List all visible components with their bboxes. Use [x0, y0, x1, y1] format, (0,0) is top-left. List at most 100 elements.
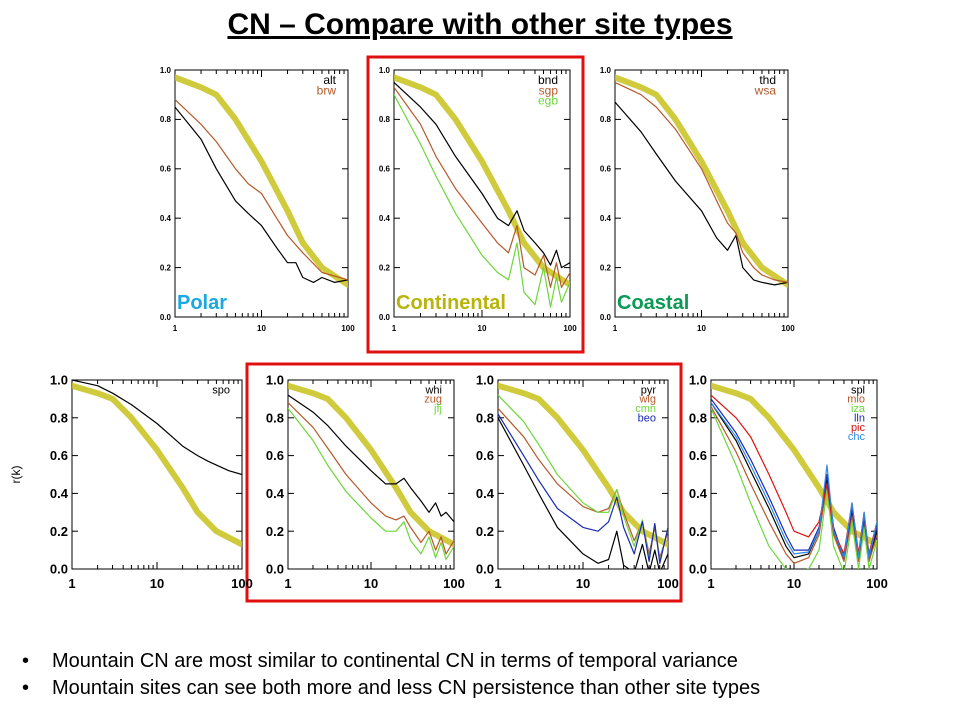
plot-frame: [614, 69, 789, 318]
legend-entry-jfj: jfj: [433, 403, 442, 415]
series-line-wsa: [615, 81, 788, 283]
legend-entry-bnd: bnd: [538, 73, 558, 87]
series-line-jfj: [288, 407, 454, 561]
legend-entry-mlo: mlo: [847, 394, 865, 406]
legend-entry-thd: thd: [759, 73, 776, 87]
x-tick-label: 1: [494, 576, 501, 591]
highlight-box-continental: [366, 55, 585, 354]
bullet-item: Mountain sites can see both more and les…: [18, 675, 948, 702]
y-tick-label: 0.4: [476, 486, 495, 501]
series-line-reference: [711, 382, 877, 548]
y-tick-label: 0.0: [50, 562, 68, 577]
y-tick-label: 0.2: [160, 263, 172, 272]
legend-entry-wlg: wlg: [638, 394, 656, 406]
x-tick-label: 10: [787, 576, 801, 591]
x-tick-label: 100: [443, 576, 465, 591]
legend-entry-iza: iza: [851, 403, 866, 415]
y-tick-label: 0.2: [266, 524, 284, 539]
x-tick-label: 1: [284, 576, 291, 591]
bullet-list: Mountain CN are most similar to continen…: [18, 648, 948, 702]
y-tick-label: 0.4: [266, 486, 285, 501]
y-tick-label: 0.6: [600, 165, 612, 174]
highlight-box-mountain: [245, 362, 683, 603]
series-line-reference: [394, 74, 570, 288]
x-tick-label: 1: [707, 576, 714, 591]
legend-entry-chc: chc: [848, 431, 866, 443]
y-tick-label: 0.8: [600, 115, 612, 124]
y-tick-label: 0.8: [379, 115, 391, 124]
y-tick-label: 1.0: [689, 373, 707, 388]
bullet-item: Mountain CN are most similar to continen…: [18, 648, 948, 675]
x-tick-label: 10: [478, 324, 487, 333]
legend-entry-sgp: sgp: [539, 83, 559, 97]
y-tick-label: 1.0: [50, 373, 68, 388]
y-tick-label: 1.0: [379, 66, 391, 75]
legend-entry-whi: whi: [424, 384, 442, 396]
y-tick-label: 1.0: [600, 66, 612, 75]
series-line-pyr: [498, 417, 668, 569]
y-axis-label: r(k): [9, 466, 23, 484]
x-tick-label: 1: [68, 576, 75, 591]
series-line-brw: [175, 98, 348, 281]
series-line-reference: [72, 382, 242, 548]
y-tick-label: 0.6: [266, 448, 284, 463]
legend-entry-brw: brw: [317, 83, 337, 97]
series-line-egb: [394, 94, 570, 308]
series-line-spo: [72, 380, 242, 476]
legend-entry-pyr: pyr: [641, 384, 657, 396]
series-line-chc: [711, 402, 877, 559]
x-tick-label: 10: [150, 576, 164, 591]
series-line-iza: [711, 407, 877, 569]
y-tick-label: 0.6: [689, 448, 707, 463]
series-line-reference: [615, 74, 788, 288]
legend-entry-pic: pic: [851, 422, 866, 434]
y-tick-label: 1.0: [266, 373, 284, 388]
panel-label-polar: Polar: [177, 292, 227, 314]
y-tick-label: 0.4: [600, 214, 612, 223]
y-tick-label: 0.6: [476, 448, 494, 463]
y-tick-label: 0.2: [50, 524, 68, 539]
y-tick-label: 0.4: [50, 486, 69, 501]
x-tick-label: 10: [697, 324, 706, 333]
series-line-reference: [498, 382, 668, 548]
y-tick-label: 0.6: [160, 165, 172, 174]
legend-entry-lln: lln: [854, 412, 865, 424]
x-tick-label: 10: [364, 576, 378, 591]
legend-entry-egb: egb: [538, 94, 558, 108]
y-tick-label: 0.8: [689, 410, 707, 425]
y-tick-label: 0.0: [689, 562, 707, 577]
y-tick-label: 0.8: [266, 410, 284, 425]
y-tick-label: 0.8: [160, 115, 172, 124]
y-tick-label: 0.4: [160, 214, 172, 223]
legend-entry-alt: alt: [323, 73, 336, 87]
x-tick-label: 100: [781, 324, 795, 333]
y-tick-label: 0.2: [600, 263, 612, 272]
series-line-beo: [498, 413, 668, 564]
plot-frame: [71, 379, 243, 570]
series-line-thd: [615, 101, 788, 286]
y-tick-label: 0.0: [266, 562, 284, 577]
x-tick-label: 10: [576, 576, 590, 591]
legend-entry-spl: spl: [851, 384, 865, 396]
x-tick-label: 100: [563, 324, 577, 333]
series-line-mlo: [711, 405, 877, 564]
x-tick-label: 100: [341, 324, 355, 333]
series-line-zug: [288, 402, 454, 555]
series-line-sgp: [394, 86, 570, 288]
page-title: CN – Compare with other site types: [227, 8, 733, 41]
y-tick-label: 0.8: [476, 410, 494, 425]
x-tick-label: 100: [231, 576, 253, 591]
x-tick-label: 1: [392, 324, 397, 333]
chart-panel-4: 1 10 100 0.0 0.2 0.4 0.6 0.8 1.0 spo r(k): [9, 373, 253, 591]
y-tick-label: 0.8: [50, 410, 68, 425]
y-tick-label: 0.2: [689, 524, 707, 539]
chart-panel-7: 1 10 100 0.0 0.2 0.4 0.6 0.8 1.0 splmloizallnpicc…: [689, 373, 888, 591]
y-tick-label: 0.0: [476, 562, 494, 577]
legend-entry-beo: beo: [638, 412, 656, 424]
series-line-reference: [175, 74, 348, 288]
x-tick-label: 1: [173, 324, 178, 333]
